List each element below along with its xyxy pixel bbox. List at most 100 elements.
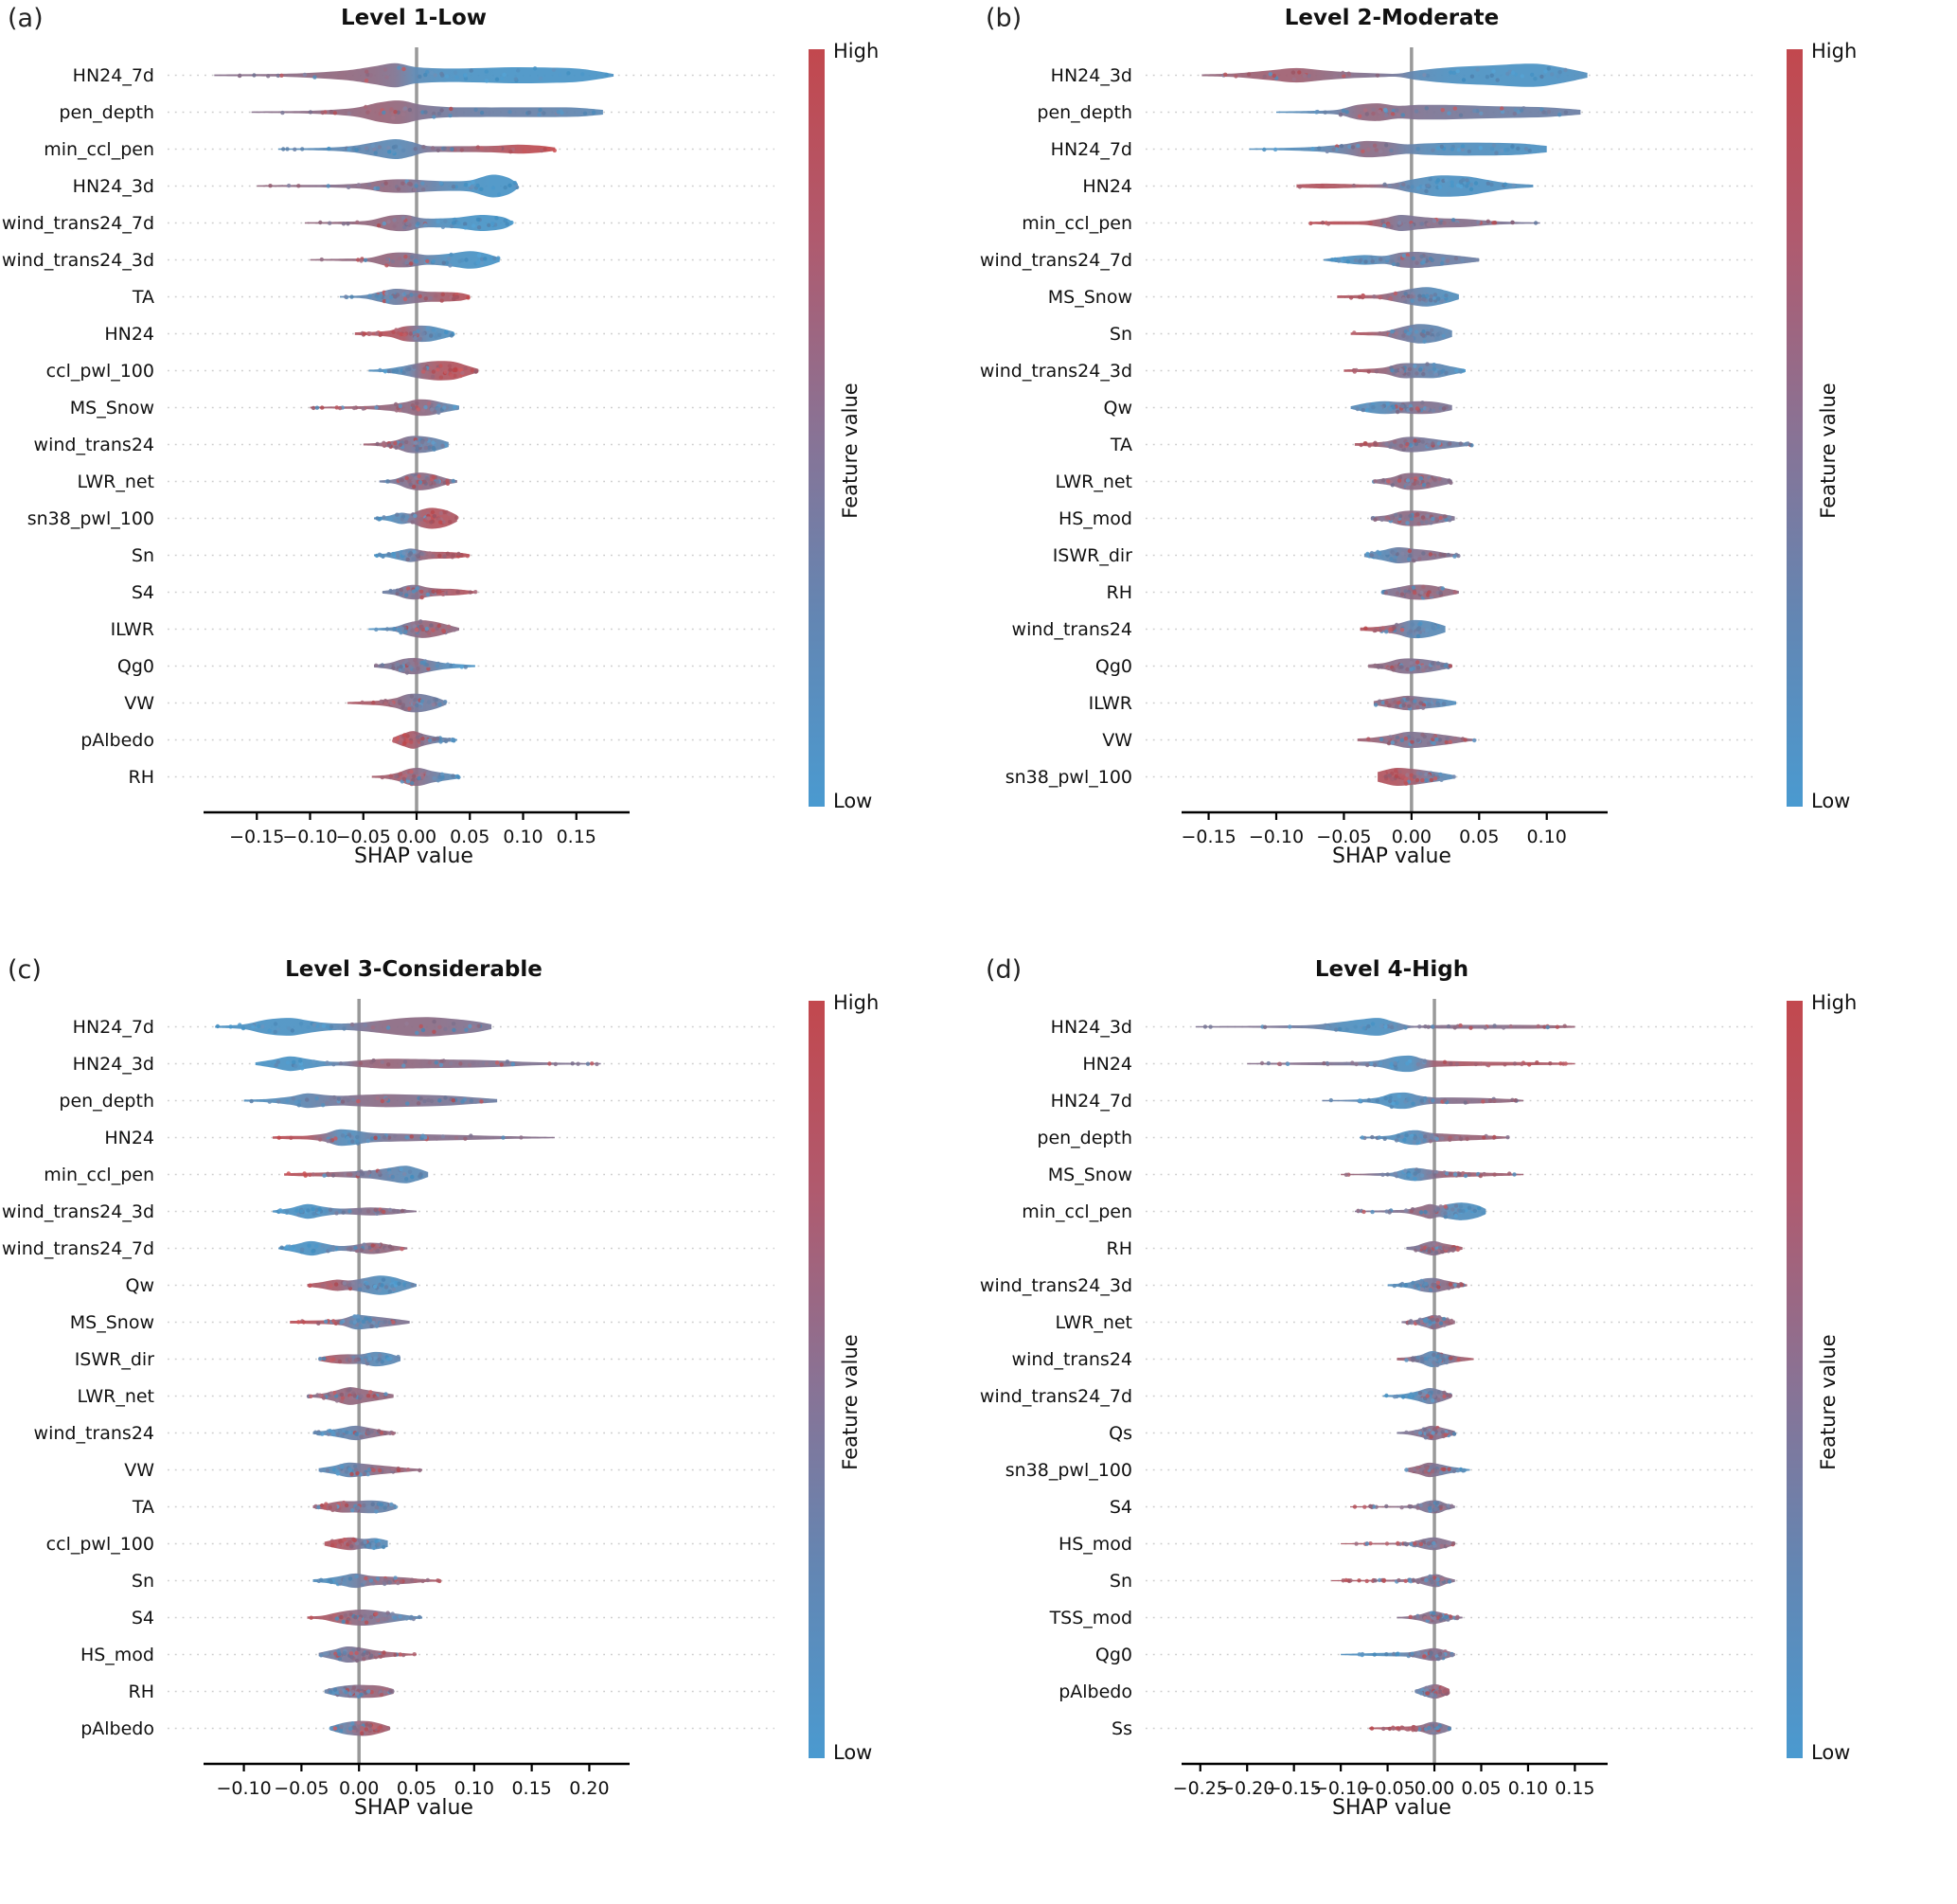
violin-shape bbox=[1341, 1167, 1523, 1182]
feature-label: MS_Snow bbox=[1047, 1164, 1132, 1185]
beeswarm-dots bbox=[1314, 106, 1569, 119]
feature-row bbox=[371, 767, 461, 787]
feature-label: Sn bbox=[131, 544, 154, 566]
x-tick-label: 0.00 bbox=[1392, 827, 1432, 847]
feature-row bbox=[368, 619, 459, 638]
feature-row bbox=[1370, 510, 1455, 526]
feature-label: LWR_net bbox=[77, 471, 154, 492]
beeswarm-dots bbox=[1351, 362, 1466, 377]
feature-row bbox=[1401, 1314, 1455, 1330]
x-tick-label: 0.10 bbox=[503, 827, 543, 847]
beeswarm-dots bbox=[1374, 696, 1450, 711]
feature-row bbox=[1354, 436, 1474, 453]
panel-a: (a) Level 1-Low HN24_7d pen_depth min_ccl_… bbox=[0, 0, 978, 952]
colorbar-title: Feature value bbox=[1817, 1334, 1840, 1470]
feature-row bbox=[1397, 1425, 1457, 1441]
feature-label: pen_depth bbox=[59, 101, 154, 123]
feature-label: Qw bbox=[125, 1274, 155, 1296]
feature-label: sn38_pwl_100 bbox=[27, 507, 154, 529]
beeswarm-dots bbox=[309, 1610, 422, 1625]
x-tick-label: 0.10 bbox=[1508, 1778, 1548, 1799]
beeswarm-dots bbox=[313, 1428, 396, 1440]
feature-row bbox=[383, 584, 478, 600]
feature-label: wind_trans24 bbox=[1011, 618, 1132, 640]
feature-row bbox=[273, 1129, 555, 1147]
beeswarm-dots bbox=[392, 732, 456, 746]
beeswarm-dots bbox=[313, 1500, 398, 1514]
feature-label: VW bbox=[124, 692, 154, 714]
panel-b: (b) Level 2-Moderate HN24_3d pen_depth HN2… bbox=[978, 0, 1957, 952]
beeswarm-dots bbox=[1221, 66, 1568, 82]
beeswarm-dots bbox=[1414, 1241, 1460, 1255]
beeswarm-dots bbox=[1404, 1464, 1467, 1476]
x-axis-title-b: SHAP value bbox=[1332, 845, 1451, 868]
beeswarm-dots bbox=[1355, 400, 1449, 415]
feature-row bbox=[1324, 251, 1480, 269]
feature-label: wind_trans24_3d bbox=[979, 1274, 1132, 1296]
feature-row bbox=[257, 174, 520, 198]
feature-label: pen_depth bbox=[1037, 101, 1132, 123]
colorbar-block: High Low Feature value bbox=[1754, 40, 1955, 858]
feature-row bbox=[374, 507, 459, 529]
feature-label: ccl_pwl_100 bbox=[45, 360, 154, 382]
feature-label: MS_Snow bbox=[69, 397, 154, 418]
beeswarm-dots bbox=[268, 179, 520, 197]
beeswarm-dots bbox=[1360, 1130, 1510, 1146]
beeswarm-dots bbox=[280, 104, 596, 120]
beeswarm-dots bbox=[1365, 548, 1461, 563]
feature-row bbox=[278, 1240, 408, 1256]
beeswarm-dots bbox=[1382, 769, 1456, 786]
beeswarm-dots bbox=[286, 1166, 423, 1182]
feature-label: sn38_pwl_100 bbox=[1005, 766, 1132, 788]
x-tick-label: 0.15 bbox=[1555, 1778, 1594, 1799]
x-tick-label: −0.10 bbox=[216, 1778, 271, 1799]
beeswarm-dots bbox=[329, 1537, 386, 1551]
feature-row bbox=[307, 1275, 417, 1295]
feature-label: MS_Snow bbox=[1047, 286, 1132, 308]
colorbar-low-label: Low bbox=[833, 1741, 873, 1764]
beeswarm-dots bbox=[1297, 176, 1516, 196]
x-tick-label: −0.15 bbox=[1181, 827, 1236, 847]
beeswarm-dots bbox=[279, 1242, 404, 1255]
beeswarm-dots bbox=[378, 364, 479, 380]
x-axis-title-d: SHAP value bbox=[1332, 1796, 1451, 1820]
feature-row bbox=[1363, 546, 1461, 564]
beeswarm-dots bbox=[1372, 475, 1453, 490]
panel-letter-b: (b) bbox=[986, 4, 1023, 33]
feature-row bbox=[1276, 103, 1581, 121]
x-tick-label: 0.15 bbox=[557, 827, 596, 847]
feature-label: Qg0 bbox=[1094, 1644, 1132, 1665]
feature-label: wind_trans24_3d bbox=[979, 360, 1132, 382]
x-tick-label: 0.15 bbox=[511, 1778, 551, 1799]
x-tick-label: 0.05 bbox=[397, 1778, 436, 1799]
colorbar-low-label: Low bbox=[1811, 790, 1851, 812]
feature-label: Ss bbox=[1112, 1717, 1132, 1739]
feature-row bbox=[1360, 619, 1446, 639]
feature-label: Qs bbox=[1109, 1422, 1132, 1444]
beeswarm-dots bbox=[329, 1720, 390, 1736]
feature-label: HN24 bbox=[1082, 1053, 1132, 1075]
beeswarm-dots bbox=[1384, 1390, 1453, 1403]
feature-row bbox=[1368, 1721, 1451, 1735]
x-tick-label: −0.15 bbox=[1267, 1778, 1322, 1799]
beeswarm-dots bbox=[380, 769, 461, 787]
beeswarm-dots bbox=[1352, 327, 1449, 344]
beeswarm-dots bbox=[374, 619, 457, 637]
feature-row bbox=[340, 288, 471, 306]
feature-label: LWR_net bbox=[1055, 471, 1132, 492]
feature-row bbox=[1414, 1683, 1450, 1699]
beeswarm-dots bbox=[1369, 1722, 1451, 1735]
x-tick-label: −0.10 bbox=[282, 827, 337, 847]
feature-row bbox=[1372, 472, 1453, 490]
beeswarm-dots bbox=[384, 473, 455, 489]
feature-row bbox=[1357, 731, 1477, 749]
feature-row bbox=[307, 1609, 423, 1627]
beeswarm-dots bbox=[1405, 1315, 1454, 1329]
feature-row bbox=[1397, 1610, 1463, 1625]
feature-label: TSS_mod bbox=[1049, 1607, 1132, 1628]
plot-region-c: HN24_7d HN24_3d pen_depth HN24 min_ccl_pen wi… bbox=[0, 991, 977, 1809]
x-tick-label: −0.20 bbox=[1219, 1778, 1274, 1799]
feature-row bbox=[1343, 362, 1466, 379]
feature-row bbox=[1373, 695, 1456, 711]
